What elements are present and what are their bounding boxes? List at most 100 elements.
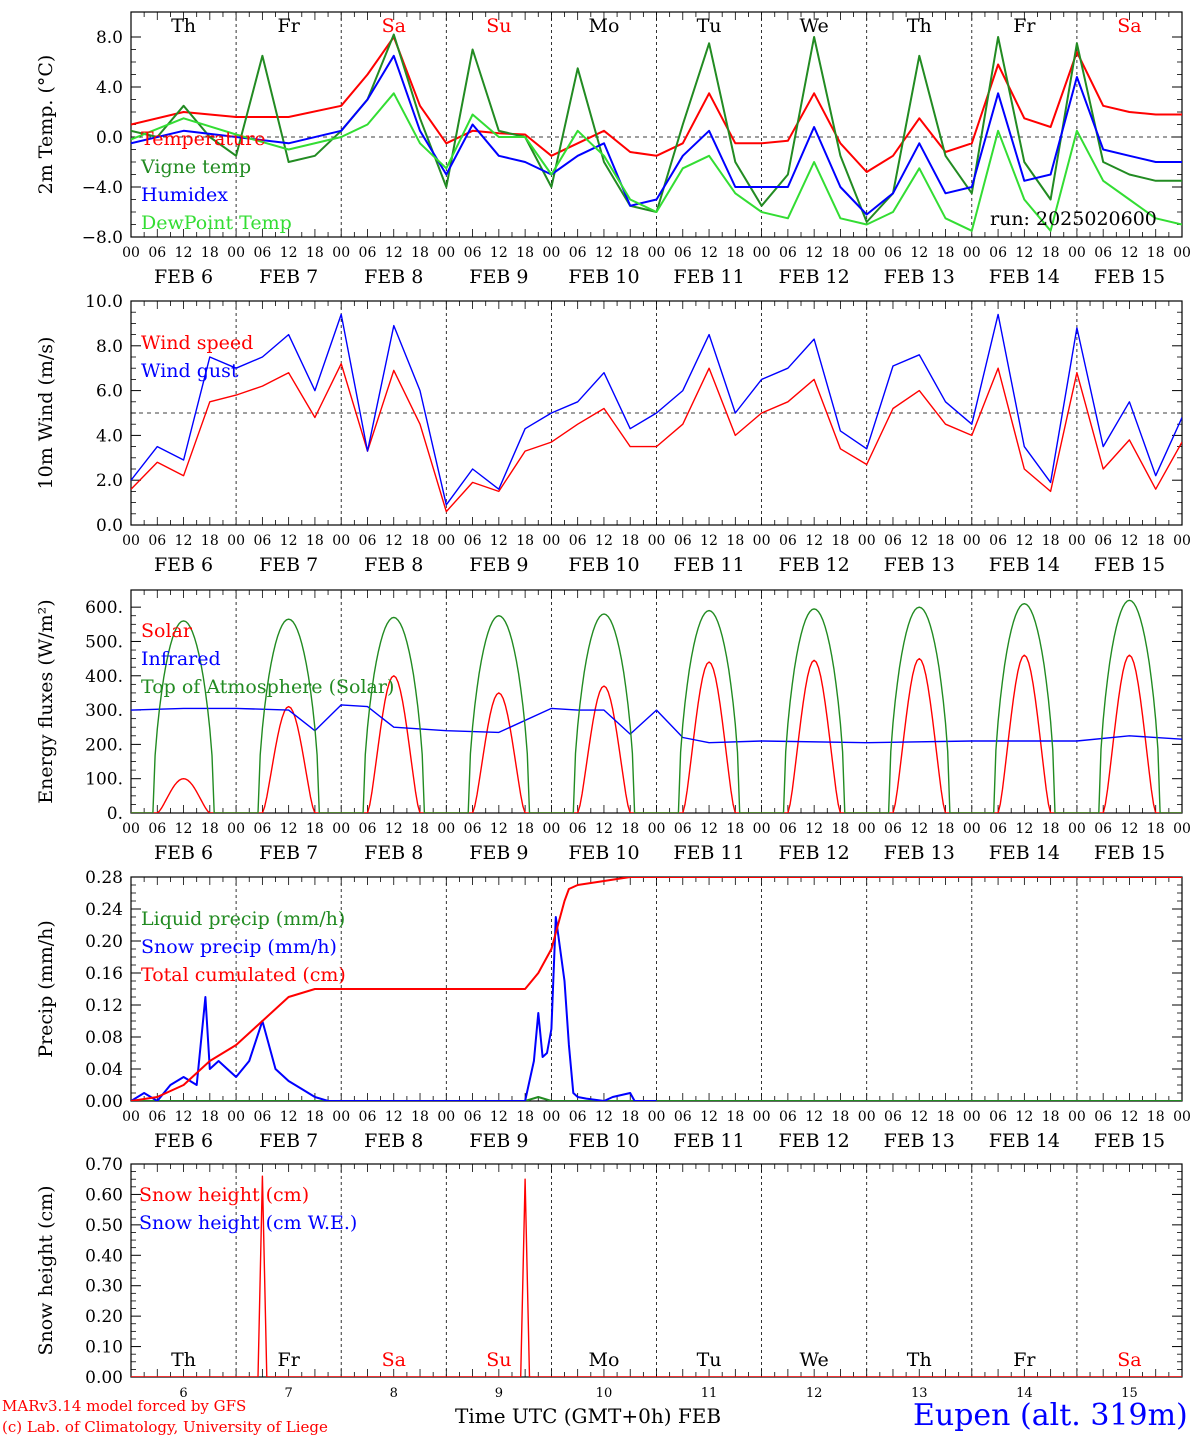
credit-line-1: MARv3.14 model forced by GFS xyxy=(2,1397,247,1415)
date-label: FEB 10 xyxy=(568,1130,639,1152)
hour-tick-label: 06 xyxy=(779,533,797,549)
y-tick-label: 0.24 xyxy=(85,900,123,920)
hour-tick-label: 00 xyxy=(1173,533,1191,549)
y-tick-label: 8.0 xyxy=(96,28,123,48)
date-number: 9 xyxy=(495,1386,503,1401)
hour-tick-label: 00 xyxy=(332,533,350,549)
hour-tick-label: 00 xyxy=(858,821,876,837)
series-group xyxy=(131,1175,1182,1377)
hour-tick-label: 00 xyxy=(1068,821,1086,837)
hour-tick-label: 00 xyxy=(648,1109,666,1125)
legend-entry: Snow precip (mm/h) xyxy=(141,936,337,958)
y-tick-label: 0.70 xyxy=(85,1155,123,1175)
y-tick-label: 0.20 xyxy=(85,932,123,952)
hour-tick-label: 12 xyxy=(1121,821,1139,837)
hour-tick-label: 18 xyxy=(726,821,744,837)
date-label: FEB 12 xyxy=(779,554,850,576)
hour-tick-label: 12 xyxy=(490,1109,508,1125)
hour-tick-label: 00 xyxy=(963,821,981,837)
date-label: FEB 15 xyxy=(1094,554,1165,576)
date-label: FEB 11 xyxy=(673,1130,744,1152)
y-tick-label: 0.20 xyxy=(85,1307,123,1327)
weekday-label: Fr xyxy=(278,1349,301,1371)
y-tick-label: 0. xyxy=(107,804,123,824)
hour-tick-label: 18 xyxy=(937,1109,955,1125)
y-tick-label: 0.10 xyxy=(85,1338,123,1358)
hour-tick-label: 18 xyxy=(621,533,639,549)
series-group xyxy=(131,599,1182,813)
hour-tick-label: 06 xyxy=(464,821,482,837)
hour-tick-label: 18 xyxy=(201,821,219,837)
hour-tick-label: 06 xyxy=(989,821,1007,837)
date-label: FEB 12 xyxy=(779,266,850,288)
xaxis-title: Time UTC (GMT+0h) FEB xyxy=(455,1404,722,1428)
hour-tick-label: 00 xyxy=(437,821,455,837)
hour-tick-label: 18 xyxy=(411,1109,429,1125)
hour-tick-label: 06 xyxy=(464,533,482,549)
hour-tick-label: 12 xyxy=(595,1109,613,1125)
date-label: FEB 6 xyxy=(154,842,213,864)
hour-tick-label: 18 xyxy=(516,245,534,261)
legend-entry: Vigne temp xyxy=(140,156,251,178)
hour-tick-label: 18 xyxy=(1042,245,1060,261)
weekday-label: Fr xyxy=(1013,15,1036,37)
date-label: FEB 14 xyxy=(989,266,1060,288)
hour-tick-label: 12 xyxy=(805,1109,823,1125)
date-label: FEB 7 xyxy=(259,1130,318,1152)
hour-tick-label: 06 xyxy=(569,245,587,261)
series-line-liquid-precip-mm-h- xyxy=(131,1096,1182,1101)
hour-tick-label: 00 xyxy=(437,1109,455,1125)
date-label: FEB 12 xyxy=(779,842,850,864)
panel-precip: 0.00 0.04 0.08 0.12 0.16 0.20 0.24 0.28 Precip (… xyxy=(35,868,1191,1152)
hour-tick-label: 18 xyxy=(937,245,955,261)
date-label: FEB 8 xyxy=(364,842,423,864)
hour-tick-label: 00 xyxy=(122,533,140,549)
y-tick-label: 0.08 xyxy=(85,1028,123,1048)
legend-entry: Infrared xyxy=(141,648,221,670)
hour-tick-label: 00 xyxy=(227,821,245,837)
hour-tick-label: 12 xyxy=(595,821,613,837)
hour-tick-label: 18 xyxy=(1147,1109,1165,1125)
hour-tick-label: 18 xyxy=(411,533,429,549)
hour-tick-label: 06 xyxy=(253,533,271,549)
hour-tick-label: 18 xyxy=(832,821,850,837)
hour-tick-label: 00 xyxy=(122,245,140,261)
hour-tick-label: 06 xyxy=(359,1109,377,1125)
y-tick-label: 0.00 xyxy=(85,1368,123,1388)
plot-frame xyxy=(130,11,1183,238)
hour-tick-label: 18 xyxy=(621,245,639,261)
weekday-label: Sa xyxy=(382,15,406,37)
hour-tick-label: 06 xyxy=(1094,245,1112,261)
y-tick-label: 0.04 xyxy=(85,1060,123,1080)
weekday-label: Sa xyxy=(1117,15,1141,37)
hour-tick-label: 18 xyxy=(306,1109,324,1125)
hour-tick-label: 00 xyxy=(332,821,350,837)
weekday-label: Th xyxy=(171,1349,196,1371)
hour-tick-label: 06 xyxy=(148,821,166,837)
hour-tick-label: 12 xyxy=(1121,533,1139,549)
y-axis-label: Energy fluxes (W/m²) xyxy=(35,599,57,803)
y-tick-label: 0.50 xyxy=(85,1216,123,1236)
y-tick-label: 100. xyxy=(85,770,123,790)
weekday-label: Tu xyxy=(697,1349,722,1371)
legend-entry: Temperature xyxy=(141,128,265,150)
y-tick-label: 300. xyxy=(85,701,123,721)
date-label: FEB 11 xyxy=(673,554,744,576)
date-label: FEB 14 xyxy=(989,842,1060,864)
hour-tick-label: 00 xyxy=(1068,1109,1086,1125)
hour-tick-label: 00 xyxy=(437,533,455,549)
run-label: run: 2025020600 xyxy=(990,208,1157,230)
hour-tick-label: 06 xyxy=(989,1109,1007,1125)
hour-tick-label: 06 xyxy=(674,821,692,837)
y-tick-label: 0.12 xyxy=(85,996,123,1016)
hour-tick-label: 00 xyxy=(648,821,666,837)
y-axis-label: 2m Temp. (°C) xyxy=(35,55,57,195)
hour-tick-label: 18 xyxy=(832,533,850,549)
y-axis-label: Precip (mm/h) xyxy=(35,920,57,1058)
hour-tick-label: 12 xyxy=(700,821,718,837)
hour-tick-label: 00 xyxy=(542,821,560,837)
hour-tick-label: 00 xyxy=(1173,821,1191,837)
weekday-label: Sa xyxy=(1117,1349,1141,1371)
hour-tick-label: 00 xyxy=(227,245,245,261)
hour-tick-label: 00 xyxy=(227,1109,245,1125)
